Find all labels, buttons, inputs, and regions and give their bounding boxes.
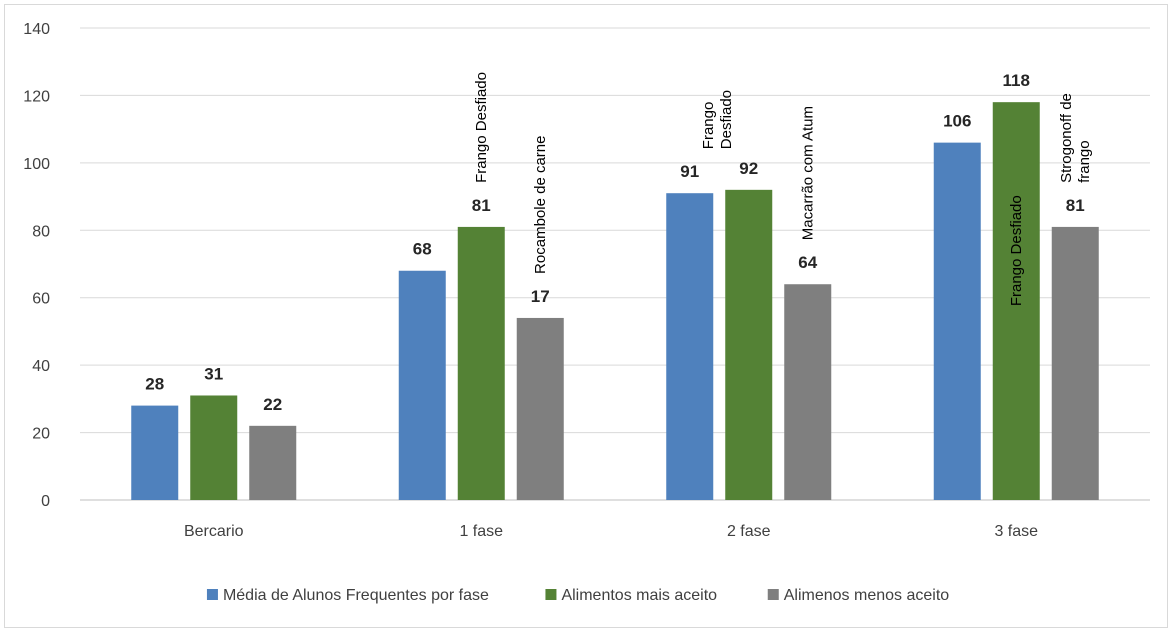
data-label: 81 xyxy=(472,196,491,215)
annotation-text: Frango Desfiado xyxy=(1008,195,1025,306)
legend-label: Alimenos menos aceito xyxy=(784,587,950,604)
legend-label: Média de Alunos Frequentes por fase xyxy=(223,587,489,604)
annotation-label: Rocambole de carne xyxy=(532,136,549,274)
x-tick-label: 3 fase xyxy=(994,523,1038,540)
bar xyxy=(131,405,179,500)
x-tick-label: 2 fase xyxy=(727,523,771,540)
annotation-text: Rocambole de carne xyxy=(532,136,549,274)
legend-swatch xyxy=(206,589,218,600)
y-tick-label: 60 xyxy=(32,291,50,308)
bar xyxy=(516,317,564,500)
y-tick-label: 40 xyxy=(32,358,50,375)
annotation-text: Strogonoff de xyxy=(1058,93,1075,183)
annotation-text: Macarrão com Atum xyxy=(800,106,817,240)
annotation-label: Frango Desfiado xyxy=(700,90,735,149)
bar xyxy=(933,142,981,500)
bar xyxy=(249,425,297,500)
y-tick-label: 100 xyxy=(23,156,50,173)
annotation-text: Frango Desfiado xyxy=(473,72,490,183)
bar xyxy=(190,395,238,500)
bar xyxy=(398,270,446,500)
bar xyxy=(784,284,832,500)
x-tick-label: 1 fase xyxy=(459,523,503,540)
y-tick-label: 20 xyxy=(32,426,50,443)
annotation-label: Frango Desfiado xyxy=(1008,195,1025,306)
legend-swatch xyxy=(767,589,779,600)
annotation-text: Desfiado xyxy=(718,90,735,149)
annotation-label: Strogonoff de frango xyxy=(1058,93,1093,183)
y-tick-label: 80 xyxy=(32,223,50,240)
x-tick-label: Bercario xyxy=(184,523,244,540)
data-label: 118 xyxy=(1003,71,1030,90)
bar xyxy=(1051,226,1099,500)
data-label: 81 xyxy=(1066,196,1085,215)
legend-label: Alimentos mais aceito xyxy=(561,587,717,604)
annotation-text: Frango xyxy=(700,102,717,150)
data-label: 64 xyxy=(798,253,817,272)
y-tick-label: 120 xyxy=(23,88,50,105)
bar xyxy=(992,102,1040,501)
annotation-text: frango xyxy=(1076,140,1093,183)
legend-swatch xyxy=(545,589,557,600)
data-label: 28 xyxy=(145,375,164,394)
data-label: 22 xyxy=(263,395,282,414)
annotation-label: Frango Desfiado xyxy=(473,72,490,183)
bar xyxy=(457,226,505,500)
bar xyxy=(725,189,773,501)
data-label: 17 xyxy=(531,287,550,306)
data-label: 91 xyxy=(680,162,699,181)
data-label: 31 xyxy=(204,364,223,383)
data-label: 92 xyxy=(739,159,758,178)
data-label: 68 xyxy=(413,240,432,259)
y-tick-label: 0 xyxy=(41,493,50,510)
annotation-label: Macarrão com Atum xyxy=(800,106,817,240)
bar xyxy=(666,193,714,500)
data-label: 106 xyxy=(943,112,971,131)
y-tick-label: 140 xyxy=(23,21,50,38)
